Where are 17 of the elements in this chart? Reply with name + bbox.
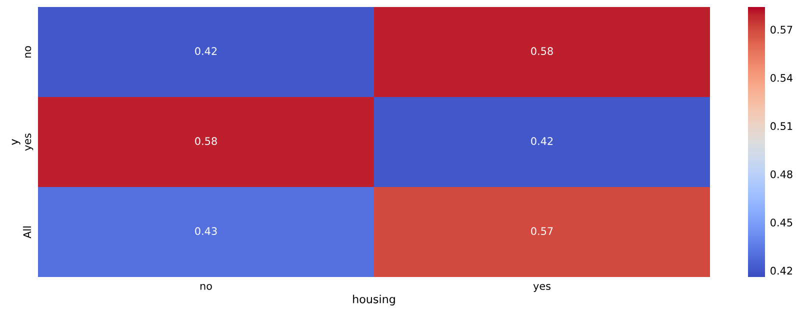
y-tick-label: yes [25,134,34,151]
y-tick-label: All [23,226,31,238]
data-label: 0.58 [531,47,553,56]
data-label: 0.42 [195,47,217,56]
data-label: 0.43 [195,227,217,236]
y-tick-label: no [25,46,32,58]
color-bar-label: 0.42 [770,266,792,275]
color-bar-label: 0.51 [770,122,792,130]
data-label: 0.57 [531,227,553,236]
x-axis-title: housing [353,294,395,306]
y-axis-title: y [12,139,20,145]
color-bar-label: 0.48 [770,170,792,178]
color-bar-label: 0.57 [770,26,792,34]
data-label: 0.42 [531,137,553,146]
data-label: 0.58 [195,137,217,146]
color-bar-label: 0.54 [770,74,792,82]
color-bar-label: 0.45 [770,218,792,226]
